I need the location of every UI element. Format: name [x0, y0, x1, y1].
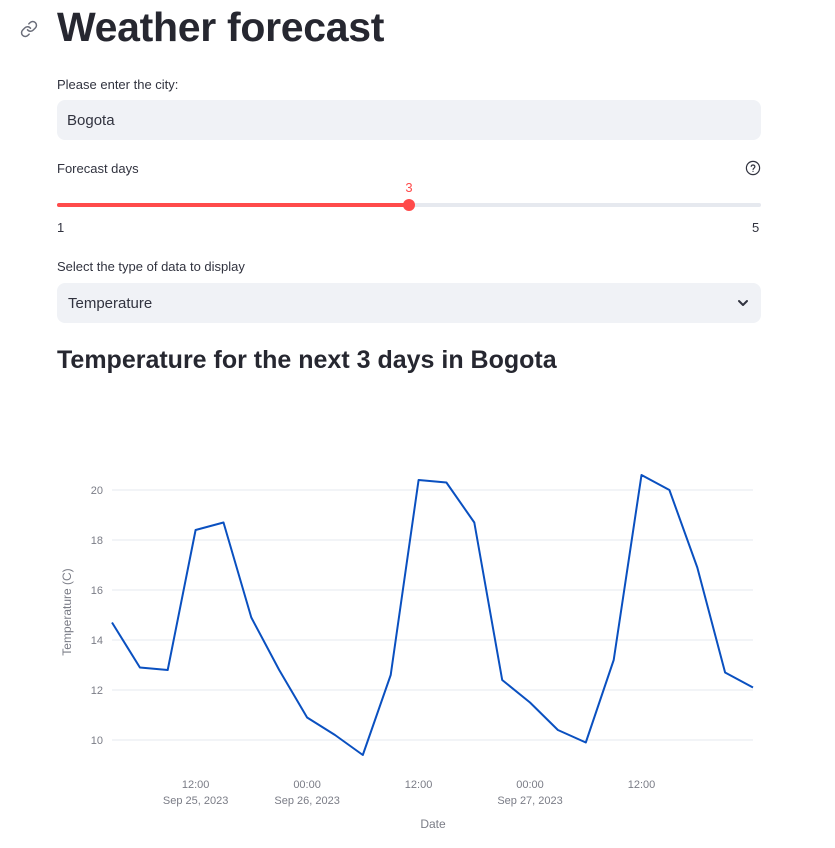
y-tick-label: 12	[91, 685, 103, 697]
chevron-down-icon	[738, 300, 748, 306]
x-tick-label: 00:00	[293, 779, 321, 791]
y-tick-label: 16	[91, 585, 103, 597]
page-title: Weather forecast	[57, 4, 385, 50]
x-tick-label: 12:00	[628, 779, 656, 791]
city-input-label: Please enter the city:	[57, 77, 179, 92]
slider-max-label: 5	[752, 220, 760, 235]
x-tick-label: 12:00	[182, 779, 210, 791]
chart-section-title: Temperature for the next 3 days in Bogot…	[57, 346, 557, 374]
x-tick-date-label: Sep 26, 2023	[274, 795, 339, 807]
x-tick-label: 12:00	[405, 779, 433, 791]
data-type-select[interactable]: Temperature	[57, 283, 761, 323]
y-tick-label: 14	[91, 635, 103, 647]
y-tick-label: 18	[91, 535, 103, 547]
slider-min-label: 1	[57, 220, 65, 235]
forecast-days-label: Forecast days	[57, 161, 139, 176]
data-type-label: Select the type of data to display	[57, 259, 245, 274]
temperature-series-line	[111, 474, 754, 756]
link-icon[interactable]	[20, 20, 38, 38]
forecast-days-slider[interactable]	[57, 199, 761, 211]
city-input[interactable]	[57, 100, 761, 140]
help-icon[interactable]	[745, 160, 761, 176]
y-axis-title: Temperature (C)	[60, 568, 74, 655]
temperature-line-chart: 10 12 14 16 18 20 12:00 Sep 25, 2023 00:00 Sep 26…	[60, 474, 754, 831]
x-tick-label: 00:00	[516, 779, 544, 791]
x-tick-date-label: Sep 27, 2023	[497, 795, 562, 807]
data-type-selected-value: Temperature	[68, 294, 153, 312]
x-tick-date-label: Sep 25, 2023	[163, 795, 228, 807]
slider-current-value: 3	[405, 180, 413, 195]
slider-fill	[57, 203, 409, 207]
slider-thumb[interactable]	[403, 199, 415, 211]
x-axis-title: Date	[420, 817, 446, 831]
y-tick-label: 10	[91, 735, 103, 747]
y-tick-label: 20	[91, 485, 103, 497]
